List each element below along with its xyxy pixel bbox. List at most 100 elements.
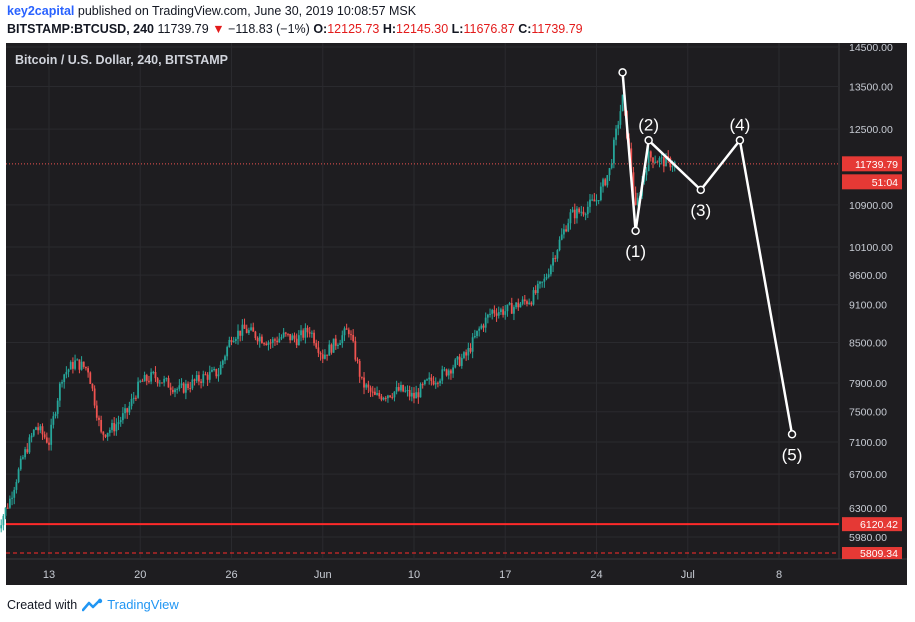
candle-body <box>645 170 648 176</box>
candle-body <box>119 420 122 423</box>
candle-body <box>293 335 296 339</box>
candle-body <box>274 339 276 341</box>
candle-body <box>371 391 374 393</box>
candle-body <box>580 211 583 213</box>
candle-body <box>582 211 585 215</box>
candle-body <box>602 179 604 187</box>
low-value: 11676.87 <box>463 22 515 36</box>
candle-body <box>391 396 394 398</box>
candle-body <box>280 337 283 339</box>
candle-body <box>63 374 66 383</box>
candle-body <box>200 381 202 383</box>
candle-body <box>108 429 111 433</box>
candle-body <box>30 435 33 438</box>
candle-body <box>148 380 150 382</box>
wave-point[interactable] <box>644 136 653 145</box>
candle-body <box>378 393 381 397</box>
last-price-tag <box>842 156 902 172</box>
candle-body <box>471 337 474 352</box>
candle-body <box>400 385 402 391</box>
candle-body <box>82 361 85 367</box>
candle-body <box>632 172 635 193</box>
candle-body <box>558 239 561 251</box>
time-tick-label: 26 <box>225 569 237 581</box>
candle-body <box>204 374 207 376</box>
candle-body <box>465 352 468 356</box>
candle-body <box>500 309 502 313</box>
candle-body <box>352 335 355 342</box>
candle-body <box>261 336 263 344</box>
last-price-label: 11739.79 <box>855 159 898 171</box>
candle-body <box>408 390 411 397</box>
candle-body <box>347 329 350 335</box>
change-value: −118.83 (−1%) <box>228 22 310 36</box>
candle-body <box>156 378 159 384</box>
candle-body <box>519 303 522 308</box>
candles <box>0 93 676 533</box>
candle-body <box>48 442 50 445</box>
candle-body <box>98 417 100 420</box>
candle-body <box>534 290 537 293</box>
support-level-label: 6120.42 <box>860 519 898 531</box>
candle-body <box>67 369 70 372</box>
tradingview-logo-icon <box>82 598 103 611</box>
candle-body <box>497 312 500 316</box>
candle-body <box>85 366 87 369</box>
candle-body <box>178 385 181 389</box>
candle-body <box>319 352 322 355</box>
wave-label: (2) <box>638 115 659 134</box>
candle-body <box>89 372 92 384</box>
candle-body <box>102 431 105 435</box>
candle-body <box>454 359 457 368</box>
candle-body <box>593 199 596 202</box>
candle-body <box>202 374 205 383</box>
candle-body <box>189 388 192 390</box>
candle-body <box>660 157 663 159</box>
candle-body <box>493 310 496 314</box>
candle-body <box>513 307 515 314</box>
candle-body <box>343 328 346 336</box>
wave-point[interactable] <box>787 430 797 439</box>
footer: Created with TradingView <box>7 597 179 612</box>
candle-body <box>484 317 487 328</box>
price-axis[interactable]: 14500.00 13500.00 12500.00 10900.00 10100.00… <box>842 42 902 560</box>
time-axis-background <box>6 559 907 585</box>
open-label: O: <box>313 22 328 36</box>
bar-countdown-tag <box>842 174 902 190</box>
candle-body <box>595 200 598 202</box>
author-link[interactable]: key2capital <box>7 4 75 18</box>
candle-body <box>458 356 461 366</box>
candle-body <box>228 339 231 348</box>
candle-body <box>87 368 90 373</box>
candle-body <box>247 330 250 333</box>
candle-body <box>6 507 9 509</box>
candle-body <box>300 330 302 336</box>
candle-body <box>115 424 118 432</box>
candle-body <box>330 344 333 353</box>
candle-body <box>430 377 433 381</box>
candle-body <box>132 397 135 399</box>
candle-body <box>384 397 387 399</box>
candle-body <box>469 348 472 352</box>
wave-point[interactable] <box>631 226 640 236</box>
candle-body <box>647 151 650 171</box>
wave-point[interactable] <box>696 185 706 195</box>
tradingview-brand-link[interactable]: TradingView <box>107 597 179 612</box>
candle-body <box>76 359 79 361</box>
time-axis[interactable]: 13 20 26 Jun 10 17 24 Jul 8 <box>43 569 782 581</box>
candle-body <box>58 383 61 401</box>
time-tick-label: 13 <box>43 569 55 581</box>
candle-body <box>467 348 470 356</box>
candle-body <box>15 482 18 490</box>
candle-body <box>606 175 609 186</box>
candle-body <box>560 234 563 240</box>
candle-body <box>426 379 428 381</box>
candle-body <box>37 427 40 431</box>
wave-point[interactable] <box>618 68 627 77</box>
candle-body <box>404 390 407 392</box>
symbol-label: BITSTAMP:BTCUSD, 240 <box>7 22 155 36</box>
plot-background <box>6 43 839 559</box>
candle-body <box>2 515 5 526</box>
wave-point[interactable] <box>735 136 745 145</box>
